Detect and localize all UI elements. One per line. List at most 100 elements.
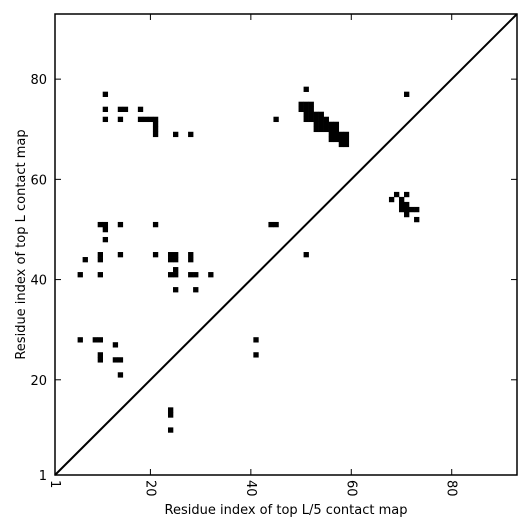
contact-cell (208, 272, 214, 278)
contact-cell (97, 357, 103, 363)
contact-cell (152, 116, 159, 123)
contact-cell (102, 91, 109, 97)
contact-cell (167, 272, 174, 278)
contact-cell (343, 136, 350, 143)
contact-cell (328, 121, 334, 128)
contact-cell (323, 121, 329, 128)
contact-cell (303, 86, 309, 92)
contact-cell (102, 116, 109, 123)
contact-cell (97, 337, 103, 343)
contact-cell (388, 196, 395, 203)
contact-cell (112, 342, 119, 348)
y-tick-label: 1 (39, 469, 47, 484)
contact-cell (318, 126, 324, 133)
contact-cell (333, 131, 340, 138)
contact-cell (77, 337, 83, 343)
x-axis-label: Residue index of top L/5 contact map (165, 503, 408, 518)
contact-cell (82, 257, 88, 263)
contact-cell (398, 206, 405, 213)
contact-cell (137, 106, 144, 113)
x-tick-label: 20 (142, 480, 157, 497)
contact-cell (404, 91, 410, 97)
contact-cell (193, 287, 199, 293)
plot-frame (54, 13, 518, 476)
contacts-layer (77, 86, 420, 433)
contact-cell (313, 126, 319, 133)
contact-cell (303, 111, 309, 118)
contact-cell (318, 111, 324, 118)
x-tick-label: 1 (47, 480, 62, 488)
contact-cell (117, 372, 124, 378)
contact-cell (404, 191, 410, 198)
contact-cell (173, 131, 179, 138)
contact-cell (188, 252, 194, 258)
contact-cell (142, 116, 149, 123)
contact-cell (318, 121, 324, 128)
contact-cell (92, 337, 98, 343)
contact-cell (77, 272, 83, 278)
y-tick-label: 40 (30, 274, 47, 289)
contact-cell (328, 126, 334, 133)
ticks-layer: 1 20 40 60 80 1 20 40 60 80 (30, 14, 517, 497)
contact-cell (117, 106, 124, 113)
contact-cell (273, 221, 279, 228)
contact-cell (188, 257, 194, 263)
contact-cell (253, 337, 259, 343)
contact-cell (117, 357, 124, 363)
contact-cell (97, 272, 103, 278)
contact-cell (303, 252, 309, 258)
contact-cell (173, 287, 179, 293)
contact-cell (152, 121, 159, 128)
contact-cell (409, 206, 415, 213)
contact-cell (253, 352, 259, 358)
contact-cell (167, 427, 174, 433)
contact-cell (343, 141, 350, 148)
contact-cell (328, 131, 334, 138)
contact-cell (414, 206, 420, 213)
contact-cell (117, 252, 124, 258)
contact-cell (173, 267, 179, 273)
contact-cell (152, 252, 159, 258)
contact-cell (167, 412, 174, 418)
contact-cell (102, 236, 109, 243)
contact-cell (122, 106, 129, 113)
contact-cell (268, 221, 274, 228)
contact-cell (97, 352, 103, 358)
contact-cell (298, 106, 304, 113)
contact-cell (298, 101, 304, 107)
contact-cell (323, 126, 329, 133)
y-tick-label: 20 (30, 374, 47, 389)
contact-cell (102, 226, 109, 233)
contact-cell (173, 252, 179, 258)
contact-cell (273, 116, 279, 123)
contact-cell (97, 252, 103, 258)
contact-cell (323, 116, 329, 123)
contact-cell (393, 191, 400, 198)
contact-cell (343, 131, 350, 138)
diagonal-line (54, 13, 518, 476)
contact-cell (338, 141, 345, 148)
contact-cell (173, 272, 179, 278)
contact-cell (333, 121, 340, 128)
contact-cell (398, 201, 405, 208)
x-tick-label: 60 (343, 480, 358, 497)
contact-cell (112, 357, 119, 363)
contact-cell (102, 106, 109, 113)
contact-cell (308, 111, 314, 118)
contact-cell (152, 131, 159, 138)
contact-cell (313, 111, 319, 118)
contact-cell (97, 221, 103, 228)
contact-cell (338, 131, 345, 138)
contact-cell (152, 221, 159, 228)
contact-cell (308, 116, 314, 123)
contact-cell (404, 211, 410, 218)
contact-cell (333, 136, 340, 143)
contact-cell (167, 257, 174, 263)
y-axis-label: Residue index of top L contact map (14, 129, 29, 359)
contact-cell (404, 206, 410, 213)
contact-cell (167, 407, 174, 413)
contact-cell (188, 131, 194, 138)
contact-cell (308, 106, 314, 113)
contact-cell (102, 221, 109, 228)
